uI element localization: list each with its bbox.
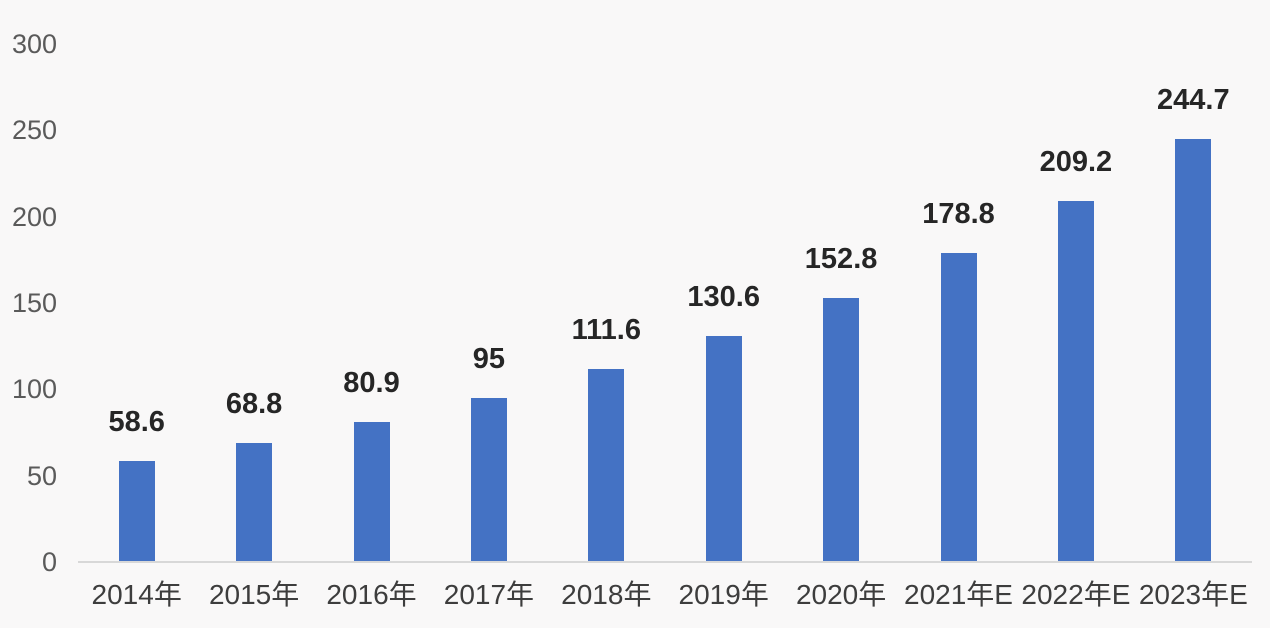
- x-tick-label: 2015年: [208, 579, 300, 610]
- bar: [354, 422, 390, 562]
- bar: [588, 369, 624, 562]
- y-tick-label: 150: [11, 288, 57, 318]
- x-tick-label: 2018年: [561, 579, 652, 610]
- bar-value-label: 130.6: [687, 281, 760, 313]
- bar-value-label: 95: [472, 343, 506, 375]
- bar-value-label: 68.8: [225, 388, 283, 420]
- x-tick-label: 2020年: [795, 579, 887, 610]
- bar-value-label: 178.8: [922, 198, 995, 230]
- bar-value-label: 111.6: [571, 314, 641, 346]
- x-tick-label: 2016年: [326, 579, 417, 610]
- bar-value-label: 209.2: [1039, 146, 1113, 178]
- bar-value-label: 244.7: [1157, 84, 1230, 116]
- y-tick-label: 200: [11, 201, 57, 232]
- bar: [941, 253, 977, 562]
- y-tick-label: 300: [11, 29, 57, 59]
- bar: [236, 443, 272, 562]
- x-tick-label: 2017年: [443, 579, 535, 610]
- bar-value-label: 58.6: [108, 406, 165, 438]
- y-tick-label: 100: [11, 374, 57, 405]
- x-tick-label: 2021年E: [904, 579, 1013, 610]
- y-tick-label: 250: [11, 115, 57, 146]
- bar: [1175, 139, 1211, 562]
- x-axis-line: [78, 561, 1252, 563]
- bar: [1058, 201, 1094, 562]
- y-tick-label: 50: [26, 460, 57, 491]
- bar: [823, 298, 859, 562]
- y-tick-label: 0: [41, 547, 57, 577]
- x-tick-label: 2014年: [91, 579, 182, 610]
- x-tick-label: 2023年E: [1138, 579, 1248, 610]
- bar-value-label: 152.8: [804, 243, 878, 275]
- bar-value-label: 80.9: [343, 367, 400, 399]
- x-tick-label: 2022年E: [1021, 579, 1131, 610]
- bar: [471, 398, 507, 562]
- bar: [706, 336, 742, 562]
- bar: [119, 461, 155, 562]
- x-tick-label: 2019年: [678, 579, 769, 610]
